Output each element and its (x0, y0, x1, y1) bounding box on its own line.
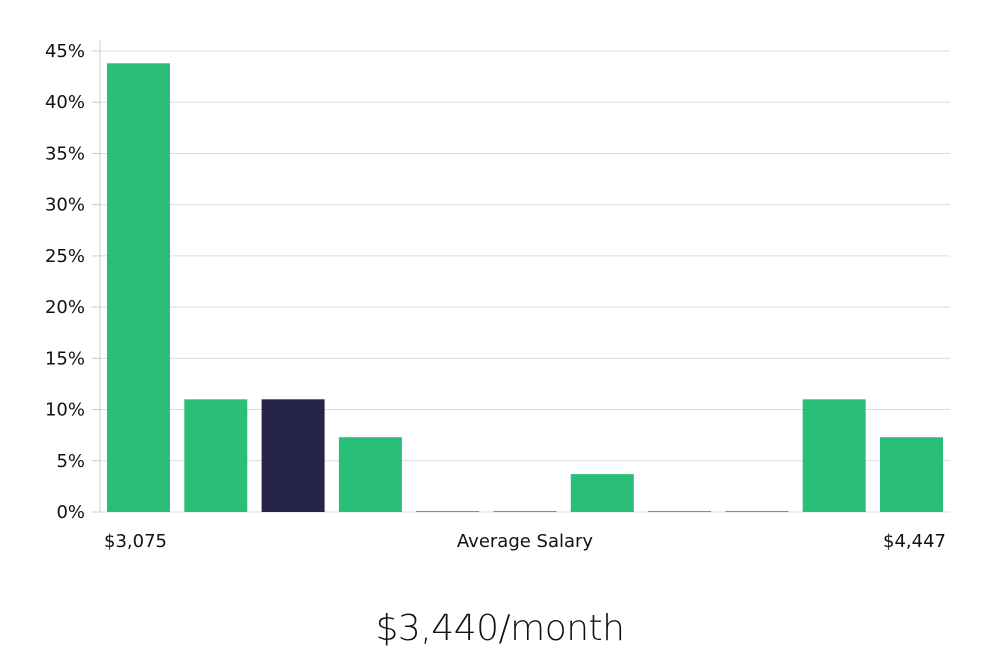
bar (493, 510, 557, 512)
y-tick-label: 10% (45, 400, 85, 421)
y-tick-label: 40% (45, 92, 85, 113)
bar-highlighted (261, 399, 325, 512)
y-tick-label: 45% (45, 41, 85, 62)
bar (107, 63, 170, 512)
y-tick-labels: 0% 5% 10% 15% 20% 25% 30% 35% 40% 45% (45, 41, 85, 523)
bar (725, 510, 789, 512)
y-tick-label: 5% (56, 451, 85, 472)
y-tick-label: 20% (45, 297, 85, 318)
bar (570, 474, 634, 512)
y-tick-label: 15% (45, 348, 85, 369)
y-tick-label: 35% (45, 143, 85, 164)
x-axis-title: Average Salary (457, 531, 594, 552)
x-min-label: $3,075 (104, 531, 167, 552)
bar (416, 510, 480, 512)
y-tick-label: 30% (45, 195, 85, 216)
bar (338, 437, 402, 512)
bar (802, 399, 866, 512)
x-max-label: $4,447 (883, 531, 946, 552)
salary-histogram-chart: 0% 5% 10% 15% 20% 25% 30% 35% 40% 45% $3,075 Aver… (45, 40, 950, 552)
bars (107, 63, 943, 512)
y-tick-label: 0% (56, 502, 85, 523)
y-tick-label: 25% (45, 246, 85, 267)
bar (880, 437, 943, 512)
average-salary-value: $3,440/month (375, 608, 625, 649)
bar (648, 510, 712, 512)
bar (184, 399, 248, 512)
